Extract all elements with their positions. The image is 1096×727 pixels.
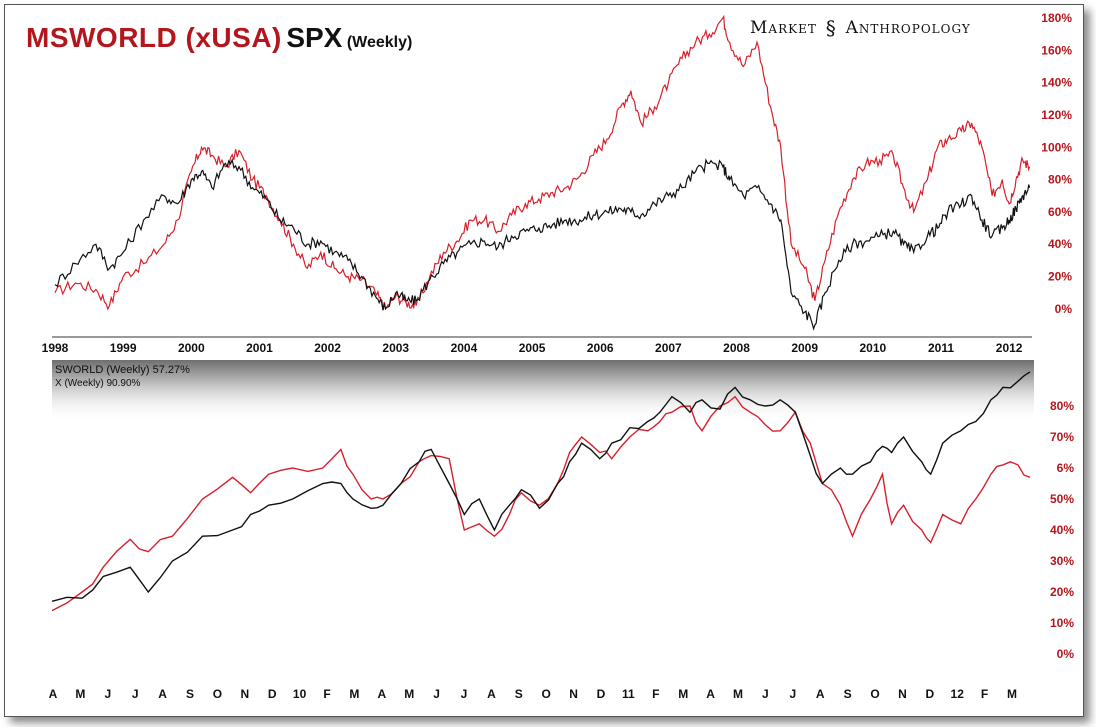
legend-spx: X (Weekly) 90.90% (55, 378, 141, 389)
bottom-panel: A M J J A S O N D 10 F M A M J J A S O N D 11 F M A M J J A S O N D 12 F M 8… (49, 371, 1075, 701)
top-ytick-2: 140% (1041, 76, 1072, 90)
bottom-xtick-5: S (186, 687, 194, 701)
top-ytick-9: 0% (1055, 302, 1073, 316)
title-msworld: MSWORLD (xUSA) (26, 22, 282, 53)
top-xtick-2012: 2012 (996, 341, 1023, 355)
top-xtick-2000: 2000 (178, 341, 205, 355)
top-ytick-1: 160% (1041, 43, 1072, 57)
bottom-xtick-17: S (515, 687, 523, 701)
bottom-xtick-11: M (349, 687, 359, 701)
bottom-xtick-32: D (925, 687, 934, 701)
bottom-xtick-2: J (104, 687, 111, 701)
bottom-xtick-3: J (132, 687, 139, 701)
bottom-xtick-18: O (542, 687, 551, 701)
top-xtick-1998: 1998 (42, 341, 69, 355)
bottom-xtick-33: 12 (951, 687, 965, 701)
bottom-xtick-12: A (377, 687, 386, 701)
top-ytick-8: 20% (1048, 270, 1072, 284)
bottom-xtick-10: F (323, 687, 330, 701)
top-xtick-2005: 2005 (519, 341, 546, 355)
bottom-xtick-16: A (487, 687, 496, 701)
bottom-xtick-19: N (569, 687, 578, 701)
bottom-xtick-21: 11 (622, 687, 635, 701)
legend-band (52, 360, 1034, 422)
brand-left: Market (750, 18, 817, 38)
bottom-xtick-24: A (706, 687, 715, 701)
bottom-xtick-22: F (652, 687, 659, 701)
bottom-xtick-15: J (461, 687, 468, 701)
bottom-ytick-6: 20% (1050, 585, 1074, 599)
chart-title: MSWORLD (xUSA) SPX (Weekly) (26, 22, 412, 54)
bottom-ytick-2: 6% (1057, 461, 1075, 475)
top-ytick-6: 60% (1048, 205, 1072, 219)
bottom-xtick-9: 10 (293, 687, 307, 701)
bottom-xtick-28: A (816, 687, 825, 701)
bottom-xtick-0: A (49, 687, 58, 701)
top-ytick-5: 80% (1048, 173, 1072, 187)
top-panel: 1998 1999 2000 2001 2002 2003 2004 2005 2006 2007… (42, 11, 1073, 355)
top-series-msworld (54, 14, 1031, 311)
bottom-xtick-34: F (981, 687, 988, 701)
top-xtick-2002: 2002 (314, 341, 341, 355)
bottom-ytick-7: 10% (1050, 616, 1074, 630)
bottom-ytick-3: 50% (1050, 492, 1074, 506)
bottom-xtick-1: M (75, 687, 85, 701)
top-ytick-0: 180% (1041, 11, 1072, 25)
bottom-xtick-23: M (678, 687, 688, 701)
bottom-xtick-30: O (870, 687, 879, 701)
bottom-ytick-4: 40% (1050, 523, 1074, 537)
title-suffix: (Weekly) (346, 34, 413, 51)
top-xtick-2009: 2009 (791, 341, 818, 355)
top-xtick-2004: 2004 (451, 341, 478, 355)
bottom-xtick-8: D (268, 687, 277, 701)
dna-helix-icon: § (825, 16, 837, 40)
top-xtick-2007: 2007 (655, 341, 682, 355)
top-xtick-1999: 1999 (110, 341, 137, 355)
top-xtick-2010: 2010 (859, 341, 886, 355)
bottom-ytick-0: 80% (1050, 399, 1074, 413)
bottom-xtick-29: S (844, 687, 852, 701)
top-series-spx (54, 157, 1031, 331)
bottom-xtick-31: N (898, 687, 907, 701)
brand-logo: Market § Anthropology (750, 16, 971, 40)
bottom-xtick-6: O (213, 687, 222, 701)
top-xtick-2011: 2011 (928, 341, 954, 355)
bottom-series-msworld (51, 395, 1031, 612)
brand-right: Anthropology (845, 18, 971, 38)
top-ytick-4: 100% (1041, 140, 1072, 154)
bottom-xtick-14: J (433, 687, 440, 701)
bottom-xtick-35: M (1007, 687, 1017, 701)
bottom-xtick-7: N (240, 687, 249, 701)
title-spx: SPX (286, 22, 343, 53)
top-xtick-2006: 2006 (587, 341, 614, 355)
top-ytick-7: 40% (1048, 237, 1072, 251)
bottom-xtick-4: A (158, 687, 167, 701)
bottom-ytick-8: 0% (1057, 647, 1075, 661)
bottom-ytick-1: 70% (1050, 430, 1074, 444)
legend-msworld: SWORLD (Weekly) 57.27% (55, 364, 190, 376)
top-xtick-2001: 2001 (246, 341, 273, 355)
bottom-xtick-13: M (404, 687, 414, 701)
top-xtick-2003: 2003 (382, 341, 409, 355)
top-ytick-3: 120% (1041, 108, 1072, 122)
top-xtick-2008: 2008 (723, 341, 750, 355)
bottom-ytick-5: 30% (1050, 554, 1074, 568)
bottom-series-spx (51, 371, 1031, 602)
bottom-xtick-20: D (597, 687, 606, 701)
bottom-xtick-25: M (733, 687, 743, 701)
bottom-xtick-27: J (789, 687, 796, 701)
bottom-xtick-26: J (762, 687, 769, 701)
